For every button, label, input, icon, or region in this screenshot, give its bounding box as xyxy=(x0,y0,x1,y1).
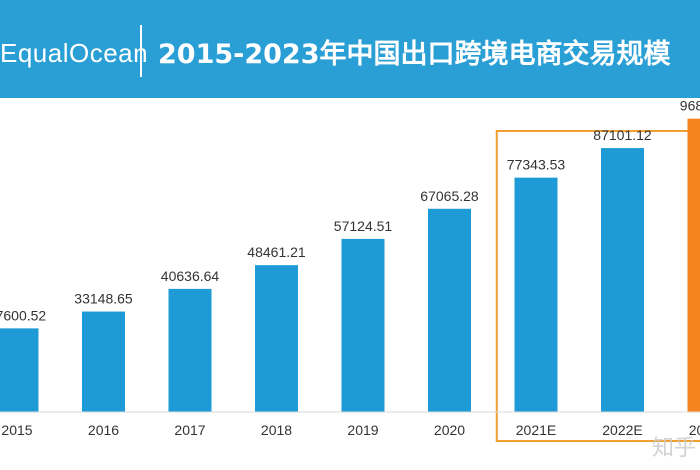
bar-2022E xyxy=(601,148,644,412)
value-label-2020: 67065.28 xyxy=(420,188,479,204)
category-label-2019: 2019 xyxy=(347,422,378,438)
value-label-2019: 57124.51 xyxy=(334,218,393,234)
bar-chart: 27600.52 33148.65 40636.64 48461.21 57124.51… xyxy=(0,98,700,442)
value-label-2017: 40636.64 xyxy=(161,268,220,284)
category-label-2017: 2017 xyxy=(174,422,205,438)
bar-2023E xyxy=(687,118,700,413)
category-label-2016: 2016 xyxy=(88,422,119,438)
bars-group xyxy=(0,118,700,413)
forecast-highlight-box xyxy=(495,130,700,442)
value-label-2015: 27600.52 xyxy=(0,307,46,323)
value-label-2016: 33148.65 xyxy=(74,291,133,307)
value-labels-group: 27600.52 33148.65 40636.64 48461.21 57124.51… xyxy=(0,98,700,323)
value-label-2023E: 96800.00 xyxy=(680,98,700,114)
bar-2015 xyxy=(0,328,39,412)
value-label-2022E: 87101.12 xyxy=(593,127,652,143)
bar-2017 xyxy=(168,288,212,412)
company-logo: EqualOcean xyxy=(0,38,149,68)
header-banner: EqualOcean 2015-2023年中国出口跨境电商交易规模 xyxy=(0,0,700,98)
category-label-2015: 2015 xyxy=(1,422,32,438)
category-label-2022E: 2022E xyxy=(602,422,642,438)
bar-2021E xyxy=(514,177,558,412)
header-divider xyxy=(140,25,142,77)
category-label-2020: 2020 xyxy=(434,422,465,438)
value-label-2021E: 77343.53 xyxy=(507,157,566,173)
category-label-2023E: 2023E xyxy=(689,422,700,438)
bar-2018 xyxy=(255,265,298,412)
value-label-2018: 48461.21 xyxy=(247,244,306,260)
bar-2019 xyxy=(341,238,385,412)
bar-2016 xyxy=(82,311,125,412)
category-label-2018: 2018 xyxy=(261,422,292,438)
chart-title: 2015-2023年中国出口跨境电商交易规模 xyxy=(158,39,671,70)
category-labels-group: 2015 2016 2017 2018 2019 2020 2021E 2022E 2023E xyxy=(1,422,700,438)
watermark-text: 知乎 xyxy=(651,436,696,461)
category-label-2021E: 2021E xyxy=(516,422,556,438)
bar-2020 xyxy=(428,208,471,412)
